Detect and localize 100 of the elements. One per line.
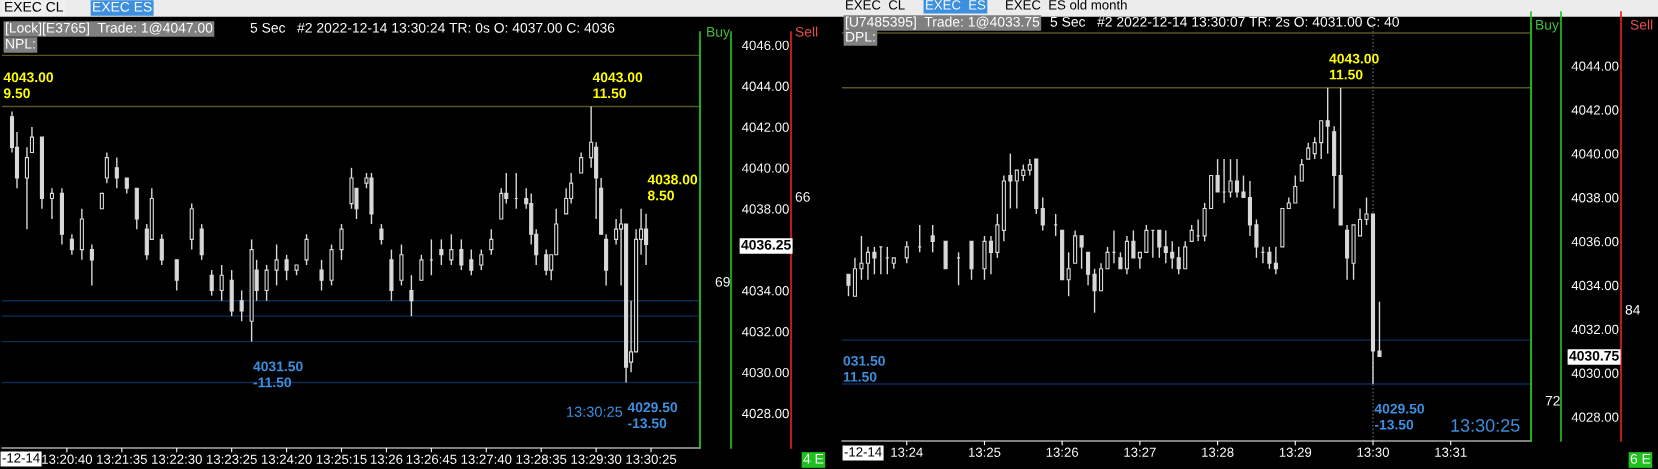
candlestick xyxy=(1183,240,1188,270)
candlestick xyxy=(69,233,74,256)
candlestick xyxy=(1377,301,1382,358)
annotation: 4043.00 9.50 xyxy=(3,72,54,99)
y-tick-label: 4038.00 xyxy=(1571,193,1619,203)
candlestick xyxy=(1170,240,1175,270)
annotation: 4031.50 -11.50 xyxy=(253,361,303,388)
candlestick xyxy=(1163,229,1168,265)
y-tick-label: 4040.00 xyxy=(741,163,789,173)
annotation: 4043.00 11.50 xyxy=(592,72,643,99)
candlestick xyxy=(49,187,54,220)
candlestick xyxy=(1357,207,1363,237)
candlestick xyxy=(1319,120,1324,160)
candlestick xyxy=(1131,229,1136,259)
y-tick-label: 4034.00 xyxy=(741,286,789,296)
text: -12-14 xyxy=(844,447,882,457)
candlestick xyxy=(1241,174,1246,199)
x-tick-label: 13:24:20 xyxy=(261,454,312,464)
candlestick xyxy=(159,233,164,266)
y-tick-label: 4030.00 xyxy=(1571,368,1619,378)
y-tick-label: 4028.00 xyxy=(741,408,789,419)
annotation: DPL: xyxy=(846,32,875,42)
candlestick xyxy=(1273,246,1278,275)
candlestick xyxy=(1267,246,1272,270)
text: EXEC CL xyxy=(5,1,63,12)
x-tick-label: 13:23:25 xyxy=(207,454,257,464)
candlestick xyxy=(1098,262,1104,292)
x-tick-label: 13:26:45 xyxy=(406,454,457,464)
candlestick xyxy=(1157,229,1162,259)
y-tick-label: 4040.00 xyxy=(1571,149,1619,159)
x-tick-label: 13:29:30 xyxy=(571,454,622,464)
y-tick-label: 4042.00 xyxy=(741,122,789,132)
candlestick xyxy=(1040,196,1045,232)
text: EXEC CL xyxy=(846,0,905,10)
text: Buy xyxy=(707,27,730,40)
text: 5 Sec #2 2022-12-14 13:30:24 TR: 0s O: 4037.00 C: 4036 xyxy=(250,22,615,33)
candlestick xyxy=(1215,158,1220,193)
candlestick xyxy=(319,259,324,292)
y-tick-label: 4044.00 xyxy=(1571,61,1619,71)
text: Sell xyxy=(795,26,818,37)
annotation: NPL: xyxy=(6,39,35,49)
candlestick xyxy=(1325,87,1330,155)
text: [Lock][E3765] Trade: 1@4047.00 xyxy=(5,22,213,36)
y-tick-label: 4046.00 xyxy=(741,40,789,51)
candlestick xyxy=(104,151,109,184)
candlestick xyxy=(1364,196,1369,226)
candlestick xyxy=(239,289,244,322)
x-tick-label: 13:28:35 xyxy=(516,454,567,464)
candlestick xyxy=(89,243,94,287)
text: Sell xyxy=(1630,19,1653,30)
candlestick xyxy=(564,187,569,215)
candlestick xyxy=(479,248,484,271)
y-tick-label: 4038.00 xyxy=(741,204,789,214)
x-tick-label: 13:30 xyxy=(1357,447,1389,457)
candlestick xyxy=(304,233,309,266)
candlestick xyxy=(409,274,414,317)
candlestick xyxy=(284,254,289,281)
annotation: 5 Sec #2 2022-12-14 13:30:07 TR: 2s O: 4031.00 C: 40 xyxy=(1050,16,1399,27)
candlestick xyxy=(339,223,344,261)
y-tick-label: 4030.00 xyxy=(741,367,789,378)
candlestick xyxy=(872,246,877,275)
candlestick xyxy=(209,269,214,297)
candlestick xyxy=(1079,235,1084,270)
text: EXEC ES old month xyxy=(1006,0,1127,10)
candlestick xyxy=(1299,158,1304,182)
candlestick xyxy=(544,248,549,276)
candlestick xyxy=(579,151,584,174)
candlestick xyxy=(379,223,384,246)
x-tick-label: 13:27:40 xyxy=(461,454,512,464)
candlestick xyxy=(1312,136,1317,160)
x-tick-label: 13:20:40 xyxy=(42,454,93,464)
y-tick-label: 4028.00 xyxy=(1571,412,1619,422)
candlestick xyxy=(274,243,279,287)
candlestick xyxy=(1254,218,1259,259)
text: 4 E xyxy=(803,454,824,464)
annotation: 4038.00 8.50 xyxy=(647,174,698,201)
candlestick xyxy=(1014,169,1019,210)
candlestick xyxy=(459,238,464,271)
candlestick xyxy=(29,126,34,154)
x-tick-label: 13:26 xyxy=(1046,447,1079,457)
annotation: 13:30:25 xyxy=(567,406,623,417)
text: 72 xyxy=(1545,395,1560,406)
candlestick xyxy=(1092,268,1097,314)
candlestick xyxy=(859,235,864,281)
text: 6 E xyxy=(1630,453,1651,464)
x-tick-label: 13:31 xyxy=(1435,447,1467,457)
candlestick xyxy=(1234,158,1240,199)
candlestick xyxy=(988,235,994,275)
text: Buy xyxy=(1536,20,1559,33)
text: -12-14 xyxy=(2,453,40,463)
candlestick xyxy=(904,240,909,265)
candlestick xyxy=(419,254,424,281)
candlestick xyxy=(1144,224,1149,254)
candlestick xyxy=(614,218,619,246)
candlestick xyxy=(439,238,444,266)
x-tick-label: 13:25 xyxy=(968,447,1001,457)
x-tick-label: 13:25:15 xyxy=(316,454,367,464)
candlestick xyxy=(24,146,30,230)
y-tick-label: 4042.00 xyxy=(1571,105,1619,115)
candlestick xyxy=(1293,174,1298,204)
